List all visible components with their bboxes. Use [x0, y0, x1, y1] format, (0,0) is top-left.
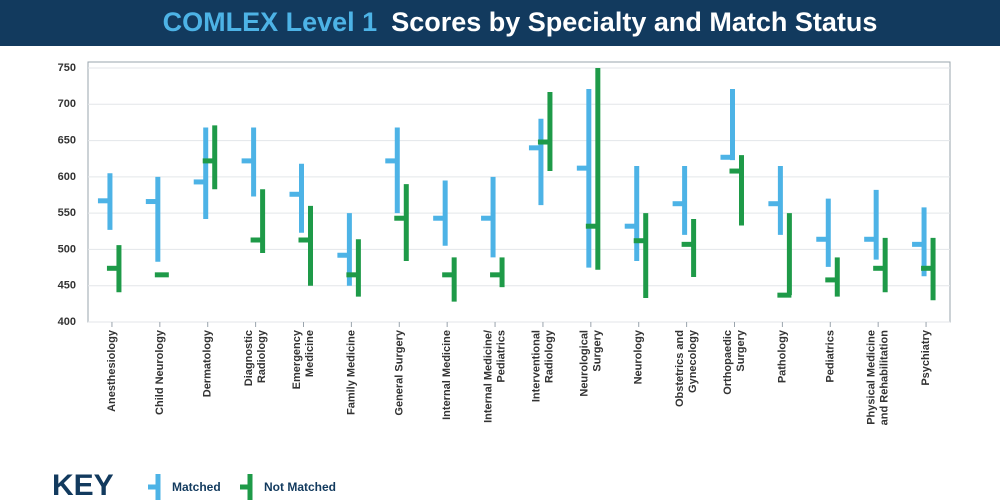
x-tick-label: Internal Medicine [441, 330, 453, 420]
y-tick-label: 700 [58, 98, 76, 110]
title-rest: Scores by Specialty and Match Status [391, 7, 877, 37]
y-tick-label: 650 [58, 134, 76, 146]
y-tick-label: 450 [58, 280, 76, 292]
title-banner [0, 0, 1000, 46]
y-tick-label: 400 [58, 316, 76, 328]
x-tick-label: OrthopaedicSurgery [722, 329, 747, 395]
x-tick-label: EmergencyMedicine [291, 329, 316, 389]
x-tick-label: InterventionalRadiology [530, 329, 555, 402]
x-tick-label: Neurology [633, 329, 645, 384]
y-tick-label: 600 [58, 171, 76, 183]
x-tick-label: Obstetrics andGynecology [674, 329, 699, 407]
x-tick-label: Anesthesiology [106, 329, 118, 412]
legend-label: Not Matched [264, 480, 336, 494]
x-tick-label: Physical Medicineand Rehabilitation [866, 330, 891, 426]
x-tick-label: Pediatrics [824, 330, 836, 383]
y-tick-label: 500 [58, 243, 76, 255]
y-tick-label: 750 [58, 62, 76, 74]
x-tick-label: Child Neurology [154, 329, 166, 415]
title-highlight: COMLEX Level 1 [163, 7, 378, 37]
legend-title: KEY [52, 469, 114, 502]
legend-label: Matched [172, 480, 221, 494]
x-tick-label: Psychiatry [920, 329, 932, 386]
chart-title: COMLEX Level 1 Scores by Specialty and Ma… [163, 7, 878, 37]
x-tick-label: Family Medicine [345, 330, 357, 415]
x-tick-label: Internal Medicine/Pediatrics [482, 330, 507, 423]
x-tick-label: NeurologicalSurgery [578, 329, 603, 397]
x-tick-label: General Surgery [393, 329, 405, 415]
y-tick-label: 550 [58, 207, 76, 219]
x-tick-label: Pathology [776, 329, 788, 383]
x-tick-label: Dermatology [202, 329, 214, 397]
x-tick-label: DiagnosticRadiology [243, 329, 268, 386]
